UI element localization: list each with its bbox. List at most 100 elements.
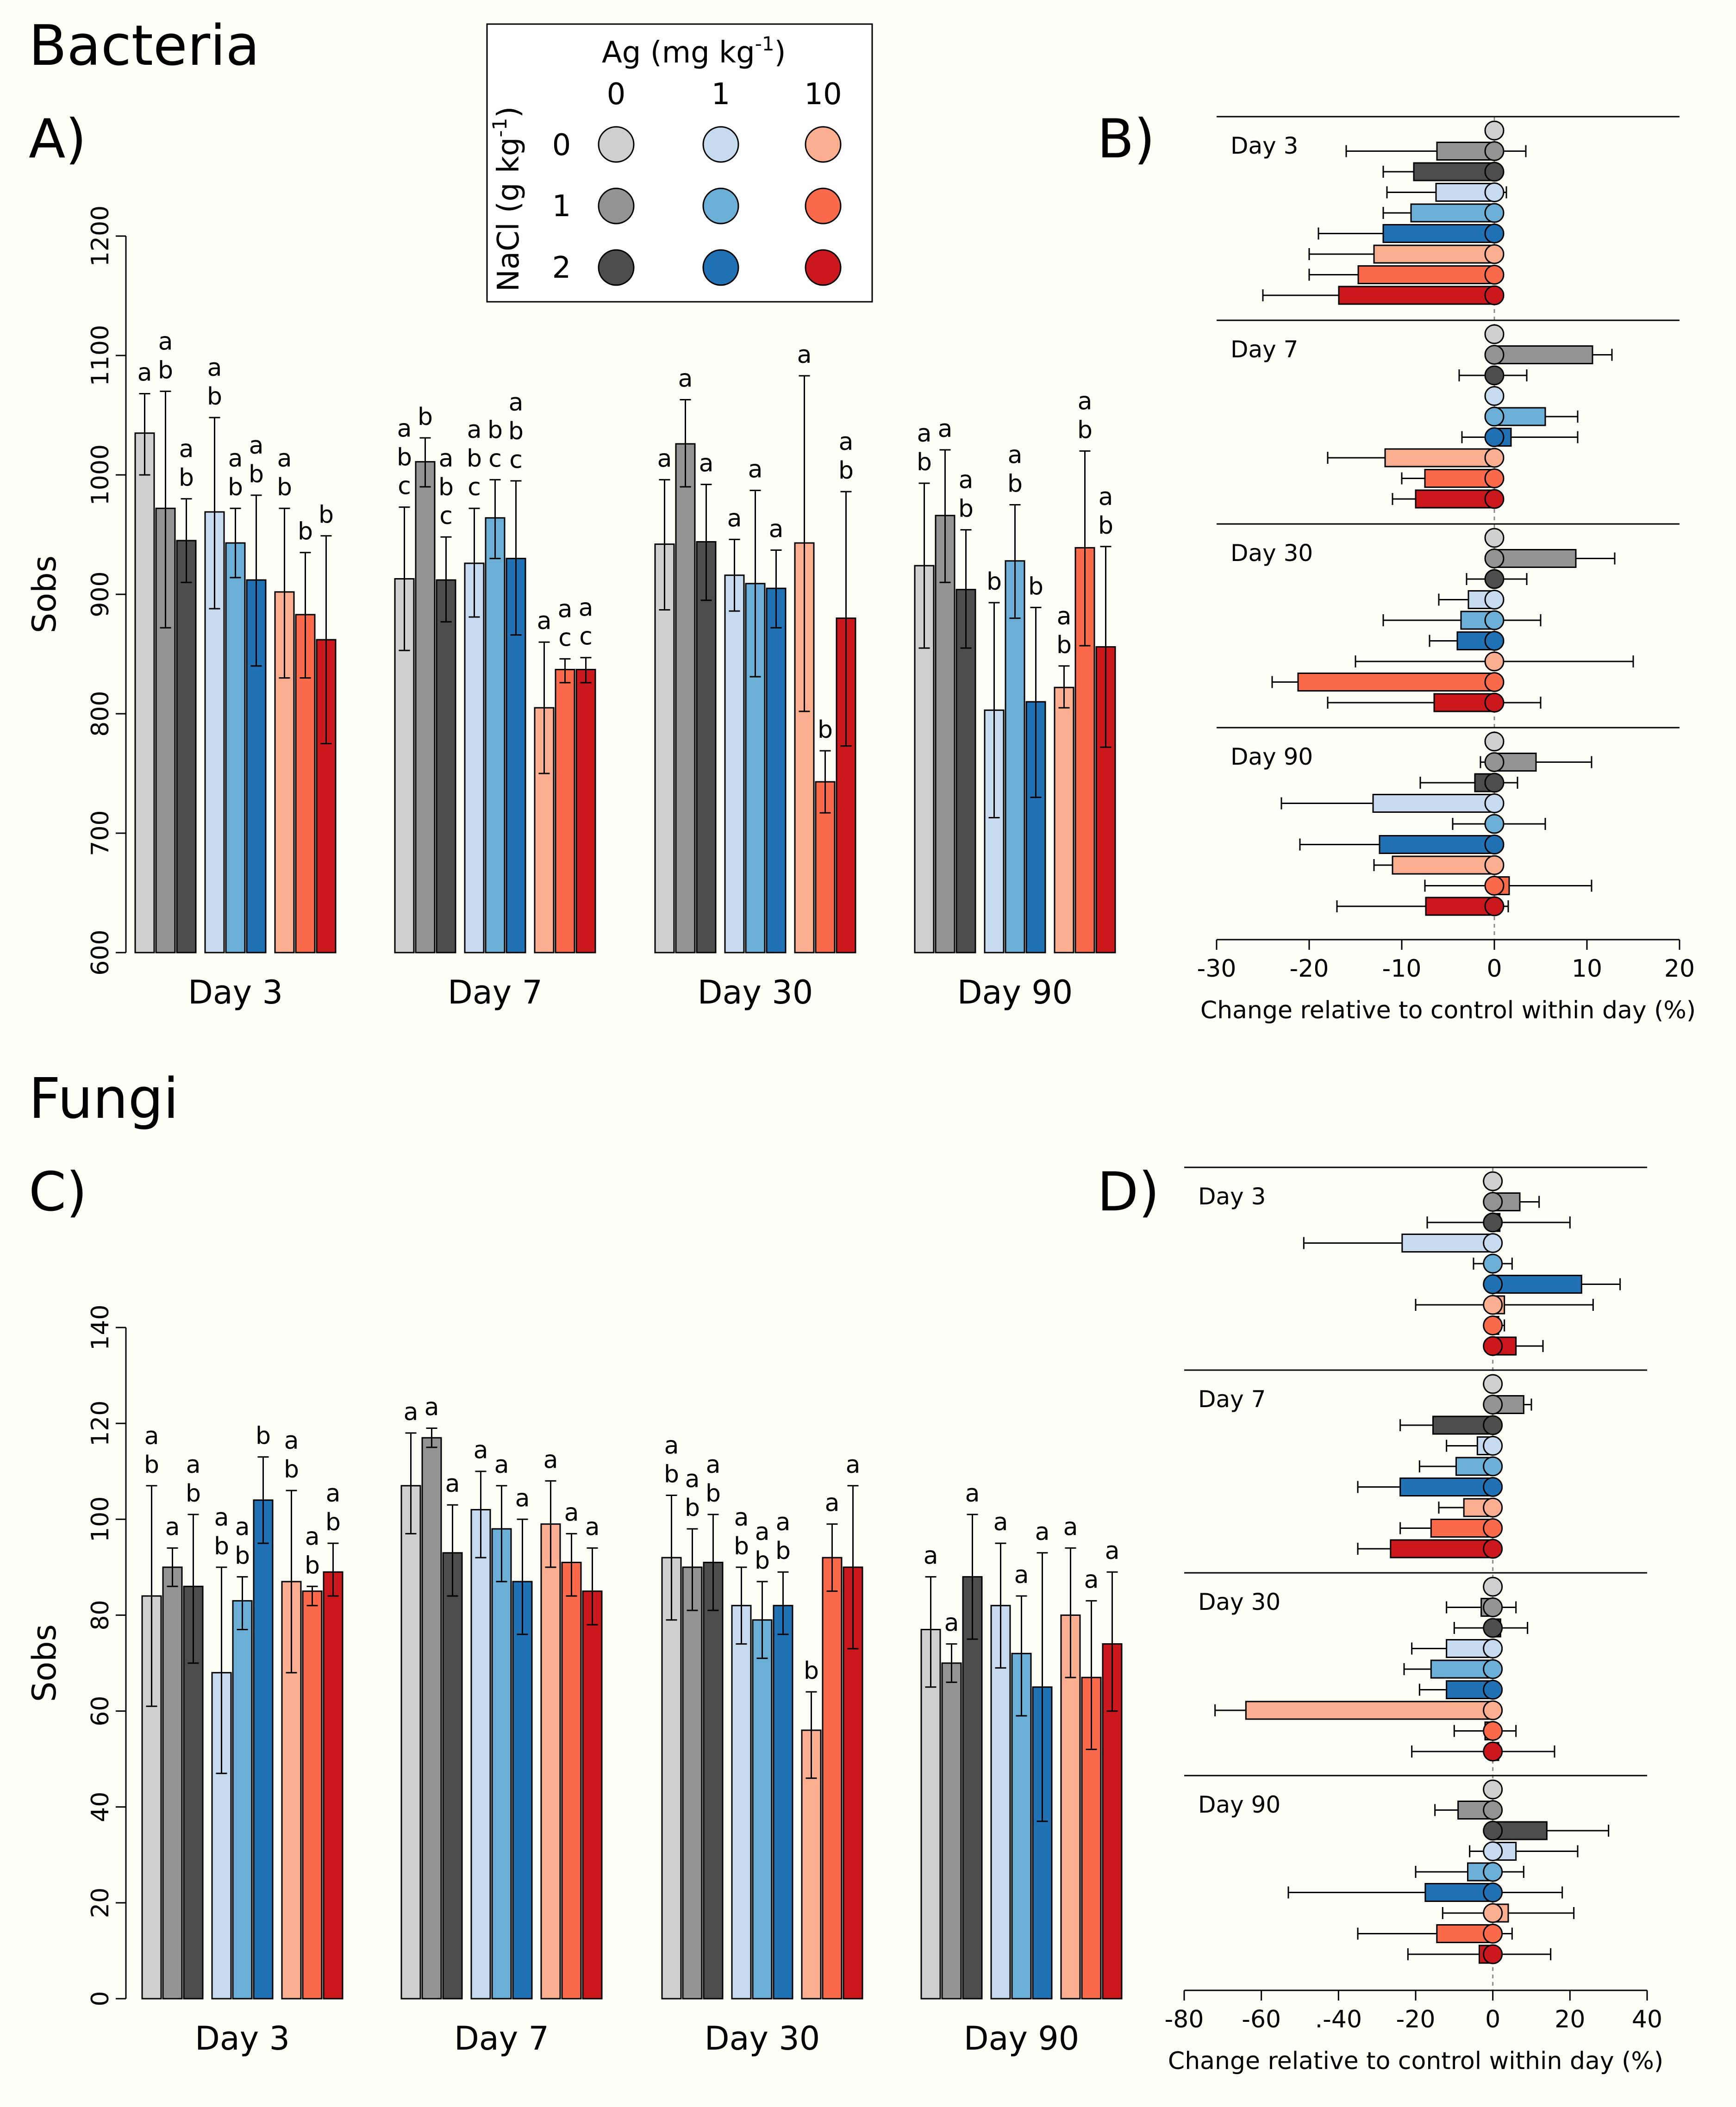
bar [766,587,787,954]
significance-letter: a [235,1514,250,1541]
legend-dot-ag10-nacl1 [805,187,842,224]
x-tick-label: 0 [1485,2006,1500,2033]
x-category-label: Day 7 [448,973,543,1011]
change-bar [1413,162,1495,181]
significance-letter: a [1078,387,1093,415]
control-point [1483,1659,1503,1679]
control-point [1484,285,1505,305]
group-label: Day 30 [1198,1589,1280,1615]
x-tick-label: 20 [1555,2006,1585,2033]
x-category-label: Day 7 [454,2020,549,2057]
significance-letter: b [397,444,412,472]
significance-letter: c [398,473,411,500]
group-label: Day 90 [1230,743,1313,770]
legend-nacl-level-0: 0 [552,128,571,162]
control-point [1484,427,1505,447]
bar [1054,686,1074,954]
change-bar [1338,286,1495,305]
change-bar [1415,489,1495,509]
group-label: Day 3 [1198,1183,1266,1210]
y-tick-label: 80 [87,1600,114,1630]
control-point [1484,324,1505,344]
significance-letter: a [515,1484,530,1512]
y-tick-label: 100 [87,1496,114,1542]
fungi-title: Fungi [29,1067,179,1131]
x-tick-label: -80 [1165,2006,1204,2033]
bar [134,432,155,954]
control-point [1484,610,1505,630]
change-bar [1357,265,1495,284]
control-point [1484,590,1505,610]
control-point [1483,1680,1503,1700]
control-point [1484,489,1505,509]
x-category-label: Day 30 [698,973,813,1011]
control-point [1484,692,1505,713]
control-point [1483,1924,1503,1944]
control-point [1484,876,1505,896]
control-point [1484,468,1505,488]
x-tick-label: -30 [1197,955,1236,983]
significance-letter: a [249,432,264,460]
bar [654,543,675,954]
x-axis-label: Change relative to control within day (%… [1200,997,1696,1024]
significance-letter: a [585,1513,600,1541]
significance-letter: a [277,445,292,473]
significance-letter: b [438,474,454,501]
legend-dot-ag10-nacl0 [805,126,842,163]
change-bar [1392,855,1495,875]
significance-letter: a [207,354,222,382]
control-point [1483,1577,1503,1597]
significance-letter: a [1084,1566,1099,1594]
x-tick-label: 0 [1486,955,1502,983]
control-point [1483,1779,1503,1800]
panel-a-bacteria-bars: 600700800900100011001200Sobsaabababababa… [25,206,1116,1011]
significance-letter: b [235,1542,250,1570]
x-tick-label: .-40 [1315,2006,1362,2033]
control-point [1483,1639,1503,1658]
x-tick-label: -60 [1242,2006,1281,2033]
bar [225,542,246,954]
x-category-label: Day 3 [195,2020,290,2057]
significance-letter: a [734,1504,749,1532]
significance-letter: a [158,328,173,355]
bar [773,1605,793,2000]
significance-letter: a [917,420,932,448]
significance-letter: c [579,623,593,651]
change-bar [1424,1883,1494,1902]
change-bar [1424,469,1495,488]
significance-letter: a [1063,1513,1078,1541]
change-bar [1401,1234,1494,1253]
control-point [1484,672,1505,692]
bar [696,541,717,954]
change-bar [1379,835,1495,854]
significance-letter: a [657,445,672,473]
significance-letter: b [325,1509,341,1536]
significance-letter: a [965,1480,980,1508]
significance-letter: a [776,1509,791,1536]
legend-ag-level-10: 10 [804,77,842,112]
significance-letter: b [228,474,243,501]
control-point [1483,1274,1503,1294]
change-bar [1390,1539,1494,1558]
significance-letter: b [987,568,1002,596]
y-tick-label: 600 [87,929,114,975]
significance-letter: a [179,436,194,463]
y-tick-label: 120 [87,1401,114,1446]
change-bar [1492,1275,1582,1294]
bar [675,443,696,954]
significance-letter: a [727,505,742,532]
change-bar [1410,203,1495,223]
y-tick-label: 140 [87,1304,114,1350]
bar [302,1590,323,2000]
y-tick-label: 40 [87,1792,114,1822]
significance-letter: b [284,1456,299,1484]
control-point [1484,345,1505,365]
legend-ag-level-1: 1 [712,77,731,112]
significance-letter: a [748,456,763,484]
control-point [1484,731,1505,752]
significance-letter: a [467,416,482,444]
legend-nacl-title: NaCl (g kg-1) [488,106,526,292]
control-point [1483,1862,1503,1882]
significance-letter: b [487,416,503,444]
